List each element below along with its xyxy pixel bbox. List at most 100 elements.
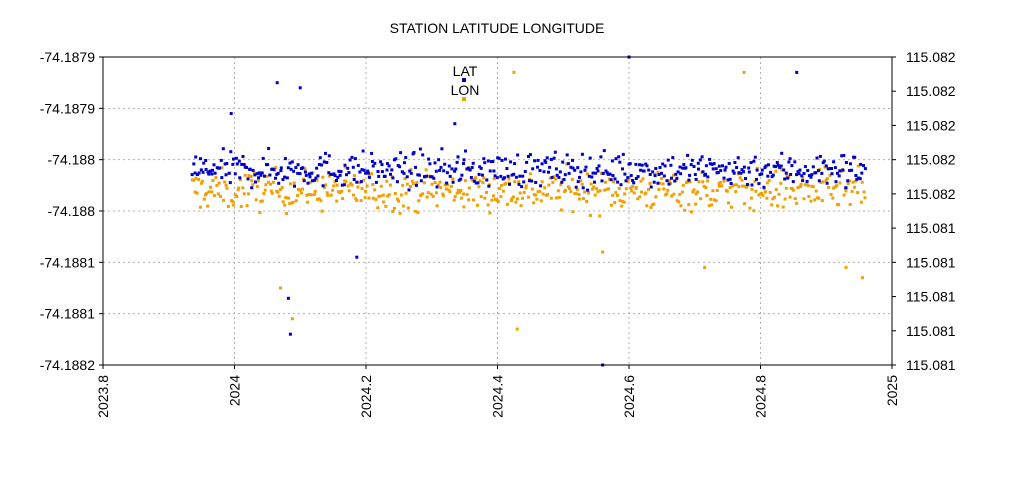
- lon-point: [534, 193, 538, 197]
- lon-point: [397, 199, 401, 203]
- lat-point: [694, 177, 698, 181]
- lon-point: [618, 199, 622, 203]
- lon-point: [512, 70, 516, 74]
- lon-point: [734, 190, 738, 194]
- lon-point: [667, 179, 671, 183]
- lon-point: [347, 189, 351, 193]
- lon-point: [284, 196, 288, 200]
- lat-point: [219, 158, 223, 162]
- lat-point: [728, 177, 732, 181]
- lat-point: [521, 174, 525, 178]
- lon-point: [765, 181, 769, 185]
- lat-point: [617, 155, 621, 159]
- lat-point: [723, 168, 727, 172]
- lon-point: [649, 206, 653, 209]
- lat-point: [443, 162, 447, 166]
- lon-point: [851, 180, 855, 184]
- lon-point: [278, 188, 282, 192]
- lon-point: [451, 177, 455, 181]
- lat-point: [192, 162, 196, 166]
- lat-point: [356, 163, 360, 167]
- lat-point: [371, 164, 375, 168]
- y-tick-label: -74.188: [48, 203, 96, 219]
- lon-point: [220, 166, 224, 170]
- lon-point: [254, 198, 258, 202]
- legend-label-lat: LAT: [453, 63, 478, 79]
- lat-point: [824, 164, 828, 168]
- lat-point: [692, 165, 696, 168]
- lat-point: [447, 164, 451, 168]
- lon-point: [281, 200, 285, 204]
- lon-point: [518, 191, 522, 195]
- lat-point: [316, 174, 320, 178]
- lat-point: [351, 165, 355, 169]
- lon-point: [848, 203, 852, 206]
- lon-point: [632, 191, 636, 195]
- lat-point: [595, 167, 599, 170]
- lat-point: [293, 184, 296, 188]
- lat-point: [552, 156, 556, 160]
- lon-point: [193, 190, 197, 194]
- lat-point: [580, 152, 584, 156]
- lon-point: [764, 190, 767, 194]
- lat-point: [613, 177, 617, 181]
- lat-point: [456, 155, 460, 159]
- lon-point: [719, 180, 723, 184]
- y-tick-label: -74.1882: [40, 357, 95, 373]
- lon-point: [491, 194, 495, 198]
- lat-point: [212, 163, 216, 167]
- lat-point: [543, 159, 547, 163]
- lon-point: [360, 187, 364, 190]
- lon-point: [290, 317, 294, 321]
- lat-point: [207, 172, 211, 176]
- lat-point: [536, 158, 540, 162]
- lon-point: [485, 190, 488, 194]
- lon-point: [548, 176, 552, 180]
- lat-point: [571, 158, 574, 162]
- lon-point: [521, 196, 524, 200]
- lat-point: [855, 177, 859, 181]
- lat-point: [700, 155, 704, 159]
- lon-point: [670, 194, 674, 198]
- lat-point: [453, 122, 457, 126]
- lon-point: [216, 192, 220, 196]
- lon-point: [367, 196, 371, 200]
- lon-point: [294, 199, 298, 203]
- lon-point: [447, 188, 451, 192]
- lat-point: [327, 171, 331, 175]
- lon-point: [262, 192, 266, 195]
- lat-point: [289, 167, 293, 171]
- lon-point: [547, 183, 551, 187]
- lat-point: [229, 150, 233, 154]
- lon-point: [570, 177, 574, 181]
- lat-point: [747, 166, 751, 170]
- lon-point: [554, 177, 557, 181]
- lat-point: [307, 172, 311, 176]
- lat-point: [673, 179, 677, 183]
- lat-point: [818, 154, 822, 158]
- lon-point: [298, 188, 302, 192]
- lat-point: [722, 176, 726, 180]
- lat-point: [732, 171, 736, 175]
- lat-point: [445, 171, 449, 175]
- lat-point: [430, 175, 434, 179]
- lat-point: [621, 152, 625, 156]
- lon-point: [710, 203, 714, 207]
- lon-point: [247, 174, 251, 178]
- lat-point: [719, 169, 723, 173]
- lon-point: [850, 189, 854, 193]
- lon-point: [767, 179, 771, 182]
- lat-point: [542, 170, 546, 174]
- lat-point: [669, 163, 673, 167]
- lon-point: [662, 187, 666, 191]
- lat-point: [547, 170, 550, 174]
- lon-point: [678, 192, 682, 196]
- lat-point: [492, 169, 496, 173]
- lat-point: [698, 158, 702, 162]
- lon-point: [456, 188, 460, 192]
- lon-point: [245, 204, 249, 208]
- lat-point: [302, 179, 306, 183]
- lat-point: [638, 163, 641, 167]
- lon-point: [820, 199, 824, 203]
- lon-point: [517, 180, 521, 184]
